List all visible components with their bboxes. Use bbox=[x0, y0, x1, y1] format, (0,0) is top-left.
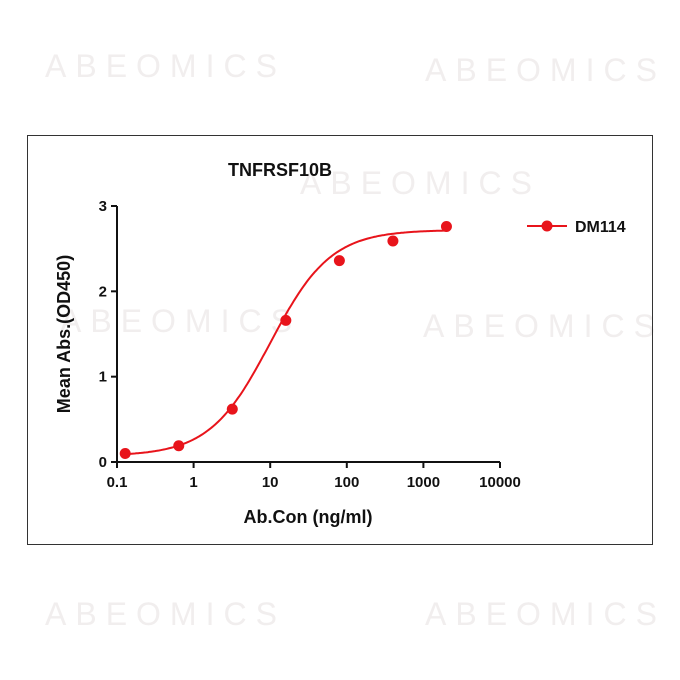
fit-curve bbox=[125, 229, 447, 456]
watermark: ABEOMICS bbox=[300, 165, 541, 201]
data-point bbox=[119, 447, 131, 459]
data-point bbox=[440, 220, 452, 232]
watermark: ABEOMICS bbox=[425, 596, 666, 632]
legend-marker bbox=[541, 220, 553, 232]
y-axis-label: Mean Abs.(OD450) bbox=[54, 255, 74, 413]
chart-title: TNFRSF10B bbox=[228, 160, 332, 180]
data-point bbox=[387, 235, 399, 247]
x-tick-label: 10 bbox=[262, 474, 279, 491]
watermark: ABEOMICS bbox=[60, 303, 301, 339]
y-tick-label: 0 bbox=[99, 454, 107, 471]
data-point bbox=[173, 440, 185, 452]
x-tick-label: 1000 bbox=[407, 474, 440, 491]
y-tick-label: 1 bbox=[99, 369, 107, 386]
x-axis-label: Ab.Con (ng/ml) bbox=[244, 507, 373, 527]
y-tick-label: 2 bbox=[99, 283, 107, 300]
watermark: ABEOMICS bbox=[425, 52, 666, 88]
x-tick-label: 100 bbox=[334, 474, 359, 491]
x-tick-label: 0.1 bbox=[107, 474, 128, 491]
x-tick-label: 1 bbox=[189, 474, 197, 491]
watermark: ABEOMICS bbox=[45, 596, 286, 632]
data-point bbox=[333, 255, 345, 267]
x-tick-label: 10000 bbox=[479, 474, 521, 491]
legend-label: DM114 bbox=[575, 219, 626, 236]
watermark: ABEOMICS bbox=[45, 48, 286, 84]
y-tick-label: 3 bbox=[99, 198, 107, 215]
data-point bbox=[226, 403, 238, 415]
chart-frame bbox=[27, 135, 653, 545]
watermark: ABEOMICS bbox=[423, 308, 664, 344]
data-point bbox=[280, 314, 292, 326]
